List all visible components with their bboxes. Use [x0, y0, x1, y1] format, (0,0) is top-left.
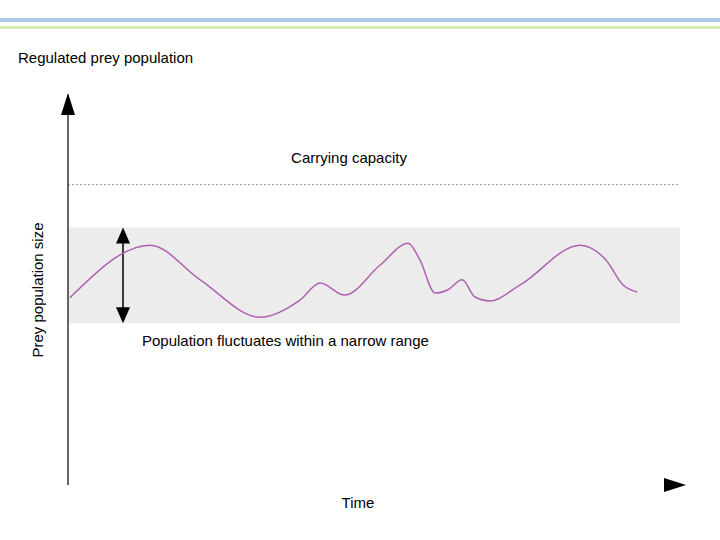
- svg-text:Population fluctuates within a: Population fluctuates within a narrow ra…: [142, 332, 429, 349]
- svg-text:Carrying capacity: Carrying capacity: [291, 149, 407, 166]
- svg-text:Prey population size: Prey population size: [29, 222, 46, 357]
- svg-text:Time: Time: [342, 494, 375, 511]
- html-text:Regulated prey population: Regulated prey population: [18, 49, 194, 66]
